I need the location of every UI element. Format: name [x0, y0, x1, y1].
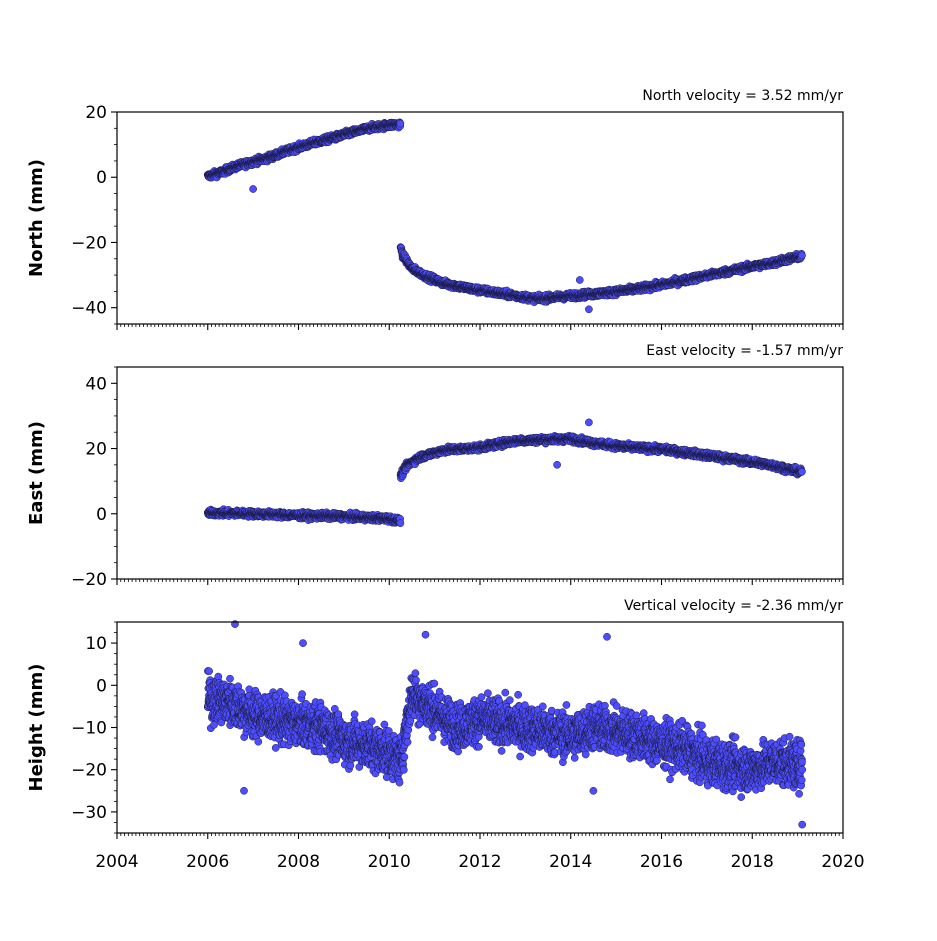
y-tick-label: −20: [71, 233, 107, 253]
data-points: [204, 119, 805, 313]
data-point: [397, 120, 404, 127]
data-point: [798, 252, 805, 259]
data-point: [585, 306, 592, 313]
data-point: [250, 185, 257, 192]
y-tick-label: 20: [85, 103, 107, 123]
data-point: [576, 276, 583, 283]
y-axis: 20 0 −20 −40: [71, 103, 117, 324]
data-point: [397, 520, 404, 527]
y-tick-label: 0: [96, 168, 107, 188]
north-panel: 20 0 −20 −40 North (mm) North velocity = 3.52…: [26, 88, 843, 330]
north-axis-label: North (mm): [26, 159, 47, 277]
y-tick-label: −40: [71, 299, 107, 319]
north-velocity-label: North velocity = 3.52 mm/yr: [642, 88, 843, 104]
x-axis-ticks: [117, 324, 843, 330]
data-points: [204, 419, 805, 527]
